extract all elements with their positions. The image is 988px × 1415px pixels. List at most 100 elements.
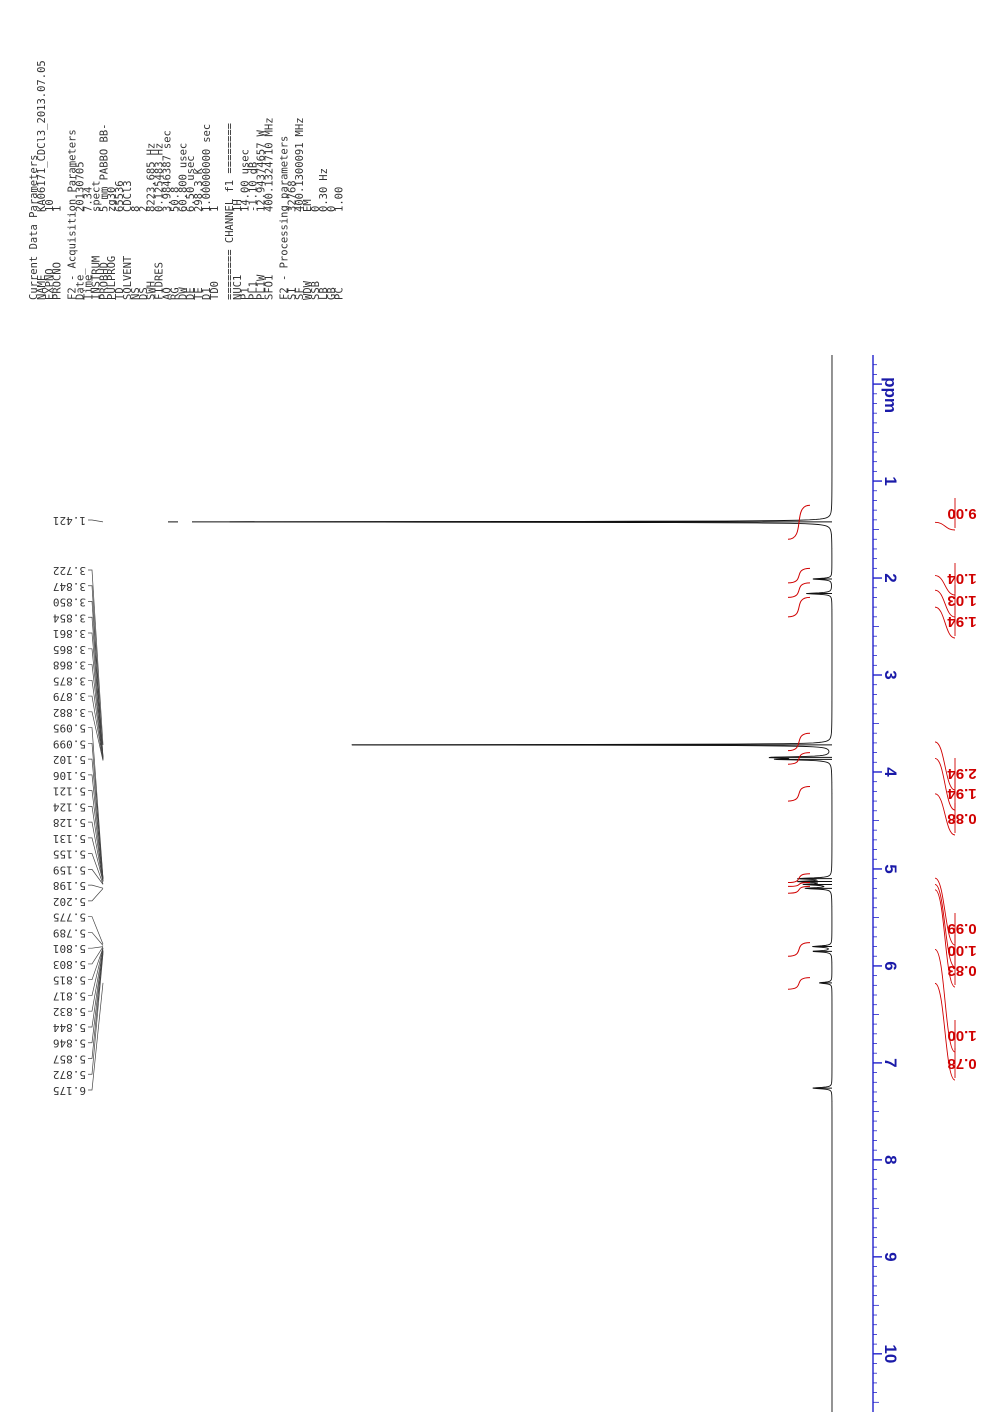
integral-curve	[787, 504, 811, 540]
integral-bracket	[934, 521, 956, 531]
peak-label: 3.868	[53, 659, 86, 672]
acquisition-aq-unit: sec	[162, 130, 174, 149]
acquisition-fidres-value: 0.125483	[154, 161, 166, 212]
peak-label-leader	[88, 884, 104, 889]
peak-label-leader	[88, 742, 104, 879]
axis-tick-label: 8	[881, 1155, 900, 1164]
axis-tick-label: 3	[881, 670, 900, 679]
acquisition-d1-unit: sec	[201, 124, 213, 143]
peak-label: 3.875	[53, 674, 86, 687]
peak-label-leader	[88, 758, 104, 879]
acquisition-swh-unit: Hz	[146, 143, 158, 156]
acquisition-fidres: FIDRES0.125483Hz	[154, 143, 166, 300]
acquisition-td0-value: 1	[209, 206, 221, 212]
peak-label: 5.803	[53, 958, 86, 971]
acquisition-aq-value: 3.9846387	[162, 155, 174, 212]
processing-si-value: 32768	[286, 180, 298, 212]
peak-label-leader	[88, 916, 104, 945]
current-data-name-value: KA06171_CDCl3_2013.07.05	[36, 60, 48, 212]
peak-label-leader	[88, 569, 104, 746]
acquisition-rg-value: 50.8	[169, 187, 181, 212]
peak-label-leader	[88, 601, 104, 758]
integral-curve	[787, 582, 811, 598]
axis-tick-label: 2	[881, 573, 900, 582]
channel-pl1w-value: 12.94374657	[256, 142, 268, 212]
axis-tick-label: 10	[881, 1344, 900, 1363]
peak-label-leader	[88, 711, 104, 761]
channel-p1-unit: usec	[240, 149, 252, 174]
peak-label: 5.095	[53, 722, 86, 735]
integral-value: 0.83	[947, 962, 976, 979]
channel-pl1-unit: dB	[248, 162, 260, 175]
peak-label: 3.865	[53, 643, 86, 656]
integral-bracket	[934, 575, 956, 596]
channel-p1: P114.00usec	[240, 149, 252, 300]
acquisition-ns: NS8	[130, 206, 142, 300]
integral-value: 0.78	[947, 1055, 976, 1072]
channel-sfo1-unit: MHz	[263, 117, 275, 136]
peak-label: 5.832	[53, 1005, 86, 1018]
processing-pc: PC1.00	[334, 187, 346, 300]
integral-curve	[787, 567, 811, 584]
acquisition-dw-unit: usec	[177, 143, 189, 168]
channel-title: ======== CHANNEL f1 ========	[224, 123, 236, 300]
acquisition-instrum-value: spect	[90, 180, 102, 212]
integral-bracket	[934, 606, 956, 639]
peak-label-leader	[88, 853, 104, 885]
peak-label-leader	[88, 950, 104, 1044]
integral-bracket	[934, 884, 956, 968]
acquisition-dw: DW60.800usec	[177, 143, 189, 300]
spectrum-trace	[229, 355, 833, 1412]
integral-bracket	[934, 877, 956, 946]
axis-label: ppm	[881, 377, 900, 413]
peak-label: 3.854	[53, 611, 86, 624]
acquisition-date: Date_20130705	[75, 161, 87, 300]
axis-tick-label: 5	[881, 864, 900, 873]
peak-label-leader	[88, 632, 104, 759]
acquisition-time-value: 7.34	[83, 187, 95, 212]
spectrum-plot	[168, 355, 833, 1412]
integral-value: 0.88	[947, 810, 976, 827]
current-data-title: Current Data Parameters	[28, 155, 40, 300]
integral-curve	[787, 596, 811, 618]
peak-label: 5.817	[53, 989, 86, 1002]
integral-value: 9.00	[947, 505, 976, 522]
processing-sf: SF400.1300091MHz	[294, 117, 306, 300]
peak-label-leader	[88, 695, 104, 761]
peak-label: 6.175	[53, 1084, 86, 1097]
peak-label-leader	[88, 949, 104, 1012]
integral-value: 1.94	[947, 613, 977, 630]
peak-label: 5.102	[53, 753, 86, 766]
channel-sfo1-value: 400.1324710	[263, 142, 275, 212]
acquisition-swh: SWH8223.685Hz	[146, 143, 158, 300]
processing-sf-value: 400.1300091	[294, 142, 306, 212]
acquisition-pulprog: PULPROGzg30	[106, 187, 118, 300]
channel-nuc1-value: 1H	[232, 199, 244, 212]
acquisition-swh-value: 8223.685	[146, 161, 158, 212]
processing-ssb-value: 0	[310, 206, 322, 212]
integral-bracket	[934, 757, 956, 811]
peak-label: 5.775	[53, 911, 86, 924]
peak-label-leader	[88, 837, 104, 882]
integral-bracket	[934, 741, 956, 791]
integral-bracket	[934, 982, 956, 1081]
integral-curve	[787, 977, 811, 990]
integral-curve	[787, 732, 811, 752]
peak-label: 5.872	[53, 1068, 86, 1081]
acquisition-de-unit: usec	[185, 155, 197, 180]
axis-tick-label: 4	[881, 767, 900, 777]
peak-label-leader	[88, 947, 104, 981]
peak-label: 5.121	[53, 785, 86, 798]
integral-curve	[787, 786, 811, 802]
peak-label: 5.159	[53, 863, 86, 876]
integral-curve	[787, 942, 811, 957]
peak-label: 5.124	[53, 800, 86, 813]
acquisition-instrum: INSTRUMspect	[90, 180, 102, 300]
acquisition-de-value: 6.50	[185, 187, 197, 212]
channel-sfo1: SFO1400.1324710MHz	[263, 117, 275, 300]
processing-lb-unit: Hz	[318, 168, 330, 181]
acquisition-rg: RG50.8	[169, 187, 181, 300]
peak-label-leader	[88, 948, 104, 996]
channel-p1-value: 14.00	[240, 180, 252, 212]
